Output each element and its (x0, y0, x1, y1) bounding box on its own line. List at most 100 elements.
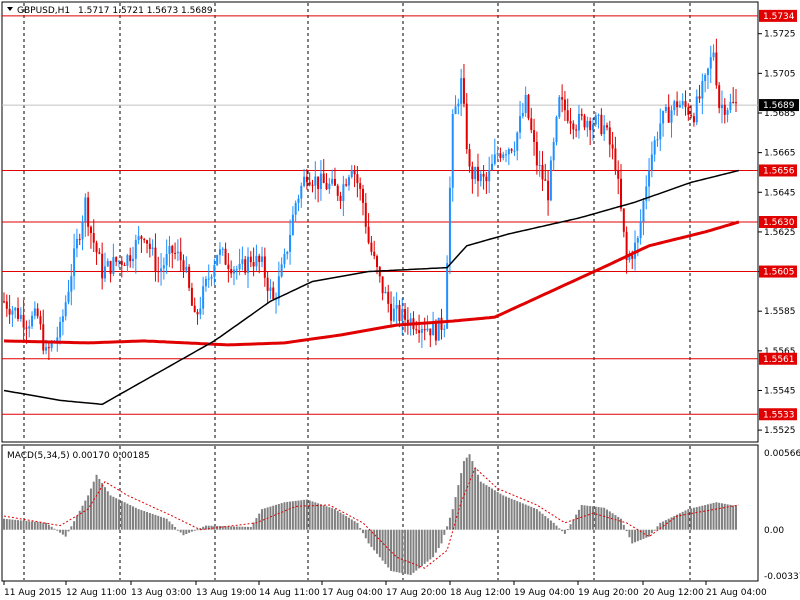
macd-bar (154, 514, 157, 530)
macd-bar (698, 506, 701, 530)
macd-bar (575, 514, 578, 530)
candle (429, 328, 432, 348)
candle (549, 156, 552, 202)
candle (726, 107, 729, 123)
macd-bar (61, 529, 64, 535)
macd-bar (667, 518, 670, 530)
candle (723, 98, 726, 124)
level-label: 1.5656 (763, 166, 795, 176)
macd-bar (631, 529, 634, 544)
candle (684, 90, 687, 116)
macd-bar (47, 524, 50, 530)
macd-bar (563, 529, 566, 534)
price-panel[interactable]: 1.57251.57051.56851.56651.56451.56251.56… (1, 1, 799, 443)
candle (600, 108, 603, 136)
candle (625, 226, 628, 274)
macd-bar (182, 529, 185, 536)
candle (698, 84, 701, 103)
macd-bar (109, 495, 112, 530)
candle (406, 307, 409, 335)
candle (252, 247, 255, 277)
current-price-tag: 1.5689 (759, 99, 799, 112)
macd-bar (519, 502, 522, 530)
macd-bar (272, 505, 275, 530)
candle (331, 169, 334, 187)
candle (418, 314, 421, 343)
candle (137, 226, 140, 245)
macd-bar (190, 529, 193, 532)
macd-histogram (3, 454, 737, 576)
candle (706, 67, 709, 90)
candle (505, 149, 508, 163)
candle (572, 120, 575, 140)
macd-bar (53, 528, 56, 530)
macd-bar (690, 508, 693, 530)
candle (603, 115, 606, 141)
macd-bar (36, 522, 39, 530)
macd-bar (709, 503, 712, 530)
time-tick-label: 13 Aug 19:00 (196, 588, 257, 598)
macd-bar (328, 507, 331, 530)
candle (392, 296, 395, 323)
macd-bar (434, 529, 437, 553)
macd-bar (648, 529, 651, 537)
dropdown-triangle-icon[interactable] (7, 7, 13, 11)
candle (465, 93, 468, 154)
macd-bar (123, 502, 126, 530)
candle (165, 239, 168, 274)
macd-bar (300, 500, 303, 530)
macd-bar (151, 513, 154, 530)
candle (367, 213, 370, 245)
macd-bar (165, 518, 168, 530)
level-tag (759, 352, 797, 365)
macd-bar (533, 507, 536, 530)
macd-bar (308, 500, 311, 530)
macd-bar (106, 491, 109, 530)
candle (491, 154, 493, 171)
candle (510, 148, 513, 154)
price-tick-label: 1.5565 (764, 347, 796, 357)
macd-bar (398, 529, 401, 573)
macd-bar (614, 515, 617, 530)
candle (311, 179, 314, 193)
candle (67, 279, 70, 305)
candle (266, 271, 269, 304)
candle (729, 93, 732, 113)
macd-bar (662, 521, 665, 530)
candle (185, 256, 188, 273)
candle (64, 295, 67, 321)
candle (454, 95, 457, 115)
macd-bar (437, 529, 440, 549)
candle (423, 317, 426, 341)
candle (535, 131, 538, 175)
macd-bar (476, 474, 479, 530)
macd-bar (429, 529, 432, 560)
candle (224, 242, 227, 266)
macd-bar (448, 517, 451, 530)
candle (269, 279, 272, 300)
candle (552, 137, 555, 171)
candle (720, 90, 723, 124)
candle (701, 73, 704, 115)
candle (98, 248, 101, 255)
macd-bar (454, 497, 457, 530)
candle (476, 153, 479, 197)
price-tick-label: 1.5665 (764, 149, 796, 159)
candle (709, 45, 712, 84)
candle (42, 309, 45, 355)
candle (608, 120, 611, 158)
symbol-timeframe: GBPUSD,H1 (17, 6, 70, 16)
candle (235, 265, 238, 280)
level-label: 1.5605 (763, 268, 795, 278)
macd-panel[interactable]: MACD(5,34,5) 0.00170 0.00185 0.00566 0.0… (1, 444, 800, 582)
candle (673, 99, 676, 116)
macd-bar (404, 529, 407, 574)
macd-bar (19, 520, 22, 530)
candle (182, 254, 185, 278)
macd-bar (373, 529, 376, 551)
time-axis: 11 Aug 2015 12 Aug 11:00 13 Aug 03:00 13 Au… (3, 581, 767, 598)
macd-bar (507, 497, 510, 530)
macd-bar (339, 512, 342, 530)
candle (289, 219, 292, 265)
macd-bar (639, 529, 642, 541)
